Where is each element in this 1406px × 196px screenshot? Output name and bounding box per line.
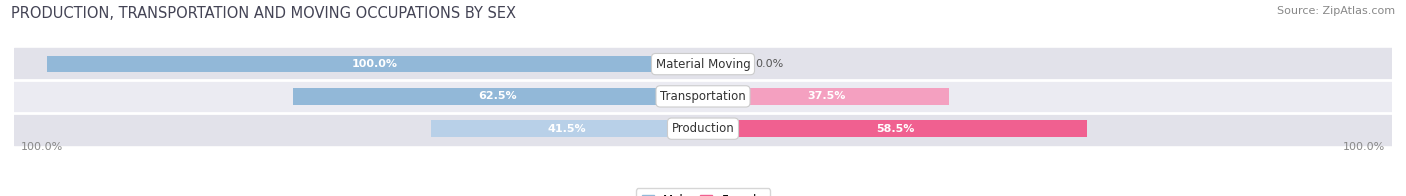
Text: Material Moving: Material Moving bbox=[655, 58, 751, 71]
Text: Source: ZipAtlas.com: Source: ZipAtlas.com bbox=[1277, 6, 1395, 16]
Text: Production: Production bbox=[672, 122, 734, 135]
Text: Transportation: Transportation bbox=[661, 90, 745, 103]
Text: 41.5%: 41.5% bbox=[547, 124, 586, 134]
Text: PRODUCTION, TRANSPORTATION AND MOVING OCCUPATIONS BY SEX: PRODUCTION, TRANSPORTATION AND MOVING OC… bbox=[11, 6, 516, 21]
Text: 58.5%: 58.5% bbox=[876, 124, 914, 134]
Bar bbox=[430, 120, 703, 137]
Text: 0.0%: 0.0% bbox=[755, 59, 783, 69]
Bar bbox=[14, 48, 1392, 80]
Text: 62.5%: 62.5% bbox=[478, 91, 517, 101]
Bar bbox=[46, 56, 703, 73]
Bar bbox=[292, 88, 703, 105]
Legend: Male, Female: Male, Female bbox=[636, 188, 770, 196]
Bar bbox=[703, 120, 1087, 137]
Text: 100.0%: 100.0% bbox=[352, 59, 398, 69]
Bar bbox=[14, 113, 1392, 145]
Text: 100.0%: 100.0% bbox=[21, 142, 63, 152]
Text: 37.5%: 37.5% bbox=[807, 91, 845, 101]
Text: 100.0%: 100.0% bbox=[1343, 142, 1385, 152]
Bar bbox=[14, 80, 1392, 113]
Bar bbox=[703, 88, 949, 105]
